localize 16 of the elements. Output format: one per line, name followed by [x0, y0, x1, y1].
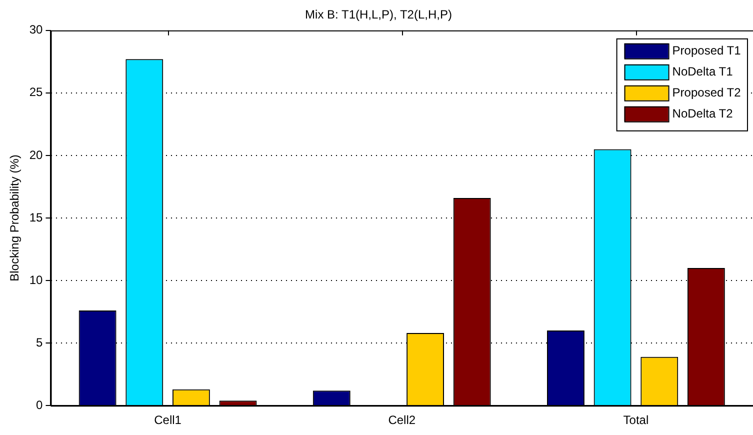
chart-title: Mix B: T1(H,L,P), T2(L,H,P)	[305, 8, 452, 22]
x-tick-label: Cell2	[388, 413, 416, 428]
legend-label: Proposed T2	[672, 86, 742, 100]
y-tick-label: 0	[36, 398, 44, 412]
x-tick-label: Total	[623, 413, 649, 428]
legend-label: NoDelta T1	[672, 64, 734, 79]
x-tick-label: Cell1	[154, 413, 182, 428]
legend-label: Proposed T1	[672, 44, 742, 58]
y-tick-label: 10	[29, 272, 44, 287]
y-tick-label: 15	[29, 210, 44, 224]
y-axis-title: Blocking Probability (%)	[8, 154, 22, 282]
y-tick-label: 30	[29, 22, 44, 37]
legend-label: NoDelta T2	[672, 106, 734, 121]
y-tick-label: 5	[36, 335, 44, 350]
y-tick-label: 20	[29, 148, 44, 162]
y-tick-label: 25	[29, 85, 44, 100]
